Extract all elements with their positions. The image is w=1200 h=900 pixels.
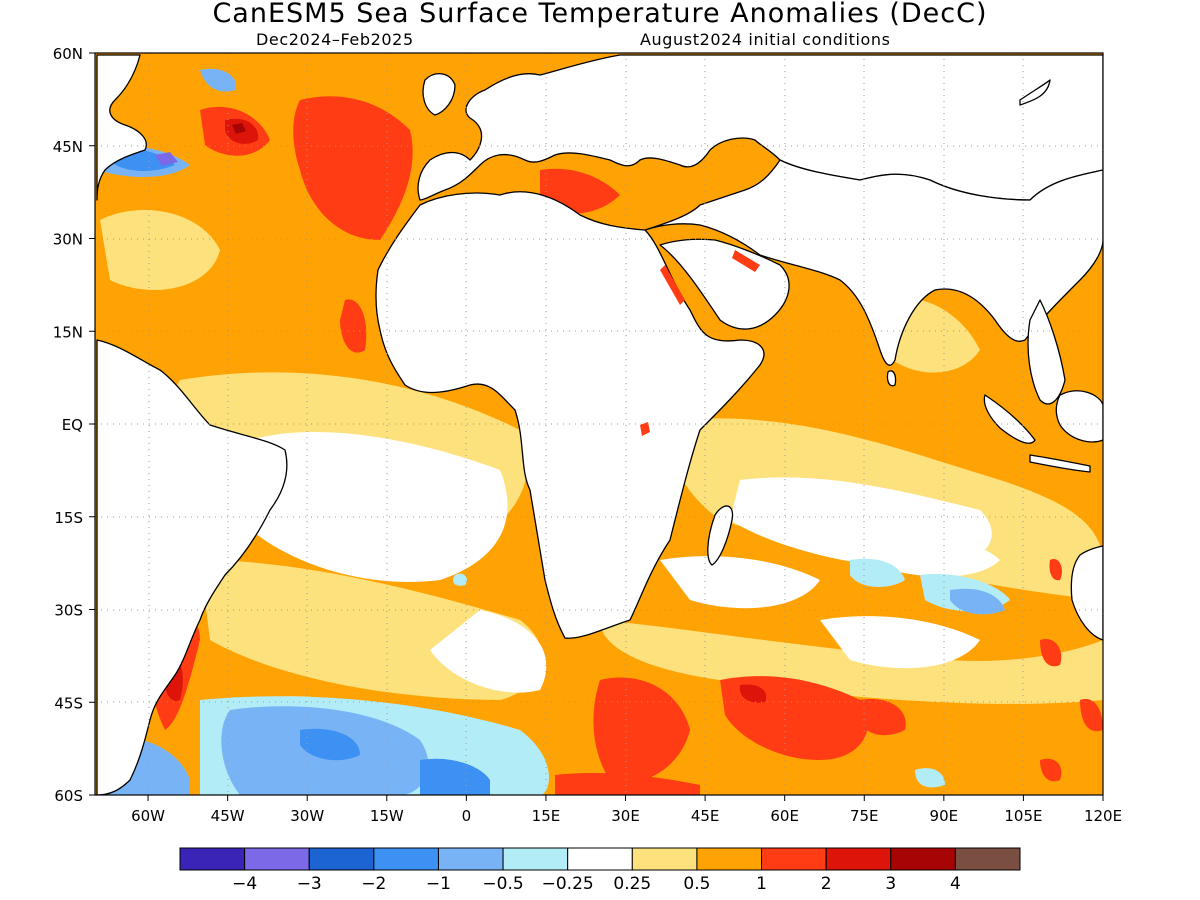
colorbar-label: −3 <box>297 874 322 894</box>
colorbar-label: 4 <box>950 874 961 894</box>
x-tick-label: 120E <box>1084 807 1122 825</box>
colorbar-swatch <box>373 847 439 871</box>
colorbar-label: 3 <box>885 874 896 894</box>
x-tick-label: 45E <box>691 807 720 825</box>
sumatra <box>983 394 1036 444</box>
colorbar-label: 0.25 <box>613 874 651 894</box>
colorbar-swatch <box>825 847 892 871</box>
north-america-landmass <box>96 54 147 201</box>
colorbar-swatch <box>437 847 504 871</box>
colorbar-swatch <box>696 847 763 871</box>
colorbar: −4 −3 −2 −1 −0.5 −0.25 0.25 0.5 1 2 3 4 <box>179 847 1021 894</box>
x-tick-label: 15E <box>532 807 561 825</box>
x-tick-label: 30W <box>290 807 324 825</box>
map-title: CanESM5 Sea Surface Temperature Anomalie… <box>212 0 987 29</box>
sri-lanka <box>886 370 897 387</box>
australia-landmass <box>1070 545 1103 641</box>
colorbar-label: −0.25 <box>542 874 594 894</box>
coastal-anomaly-patches <box>640 250 760 436</box>
anomaly-min-region <box>155 152 178 166</box>
java <box>1029 454 1091 473</box>
asia-landmass <box>644 159 1103 366</box>
y-tick-label: EQ <box>62 416 83 434</box>
y-tick-label: 30S <box>54 602 83 620</box>
borneo <box>1055 390 1103 443</box>
colorbar-label: 0.5 <box>683 874 710 894</box>
colorbar-swatch <box>890 847 956 871</box>
y-tick-label: 30N <box>53 231 83 249</box>
subtitle-season: Dec2024–Feb2025 <box>256 30 414 49</box>
x-tick-label: 15W <box>370 807 404 825</box>
colorbar-swatch <box>502 847 569 871</box>
x-tick-label: 45W <box>211 807 245 825</box>
colorbar-label: 1 <box>756 874 767 894</box>
subtitle-initial-conditions: August2024 initial conditions <box>640 30 891 49</box>
x-axis-ticks: 60W 45W 30W 15W 0 15E 30E 45E 60E 75E 90E 105E 120E <box>131 795 1122 825</box>
colorbar-swatch <box>567 847 633 871</box>
x-tick-label: 60W <box>131 807 165 825</box>
y-tick-label: 60S <box>54 787 83 805</box>
colorbar-swatch <box>308 847 375 871</box>
colorbar-swatch <box>954 847 1021 871</box>
south-america-landmass <box>96 339 288 795</box>
x-tick-label: 105E <box>1004 807 1042 825</box>
colorbar-swatch <box>631 847 698 871</box>
colorbar-label: −1 <box>426 874 451 894</box>
map-panel <box>95 53 1103 795</box>
x-tick-label: 60E <box>770 807 799 825</box>
y-tick-label: 45N <box>53 138 83 156</box>
x-tick-label: 75E <box>850 807 879 825</box>
y-tick-label: 15N <box>53 323 83 341</box>
y-axis-ticks: 60N 45N 30N 15N EQ 15S 30S 45S 60S <box>53 45 95 805</box>
x-tick-label: 0 <box>462 807 472 825</box>
africa-landmass <box>375 191 765 639</box>
y-tick-label: 45S <box>54 694 83 712</box>
colorbar-swatch <box>179 847 246 871</box>
y-tick-label: 60N <box>53 45 83 63</box>
sakhalin <box>1019 79 1051 106</box>
y-tick-label: 15S <box>54 509 83 527</box>
madagascar <box>707 505 734 566</box>
indochina <box>1027 299 1066 405</box>
lat-lon-grid <box>95 53 1103 795</box>
arabian-peninsula <box>659 238 790 330</box>
anomaly-max-region <box>232 123 246 134</box>
colorbar-label: −0.5 <box>482 874 523 894</box>
continents <box>96 54 1103 795</box>
colorbar-swatch <box>244 847 310 871</box>
colorbar-label: −2 <box>361 874 386 894</box>
british-isles <box>422 73 456 116</box>
colorbar-label: 2 <box>821 874 832 894</box>
colorbar-label: −4 <box>232 874 257 894</box>
colorbar-swatch <box>761 847 827 871</box>
x-tick-label: 90E <box>930 807 959 825</box>
x-tick-label: 30E <box>611 807 640 825</box>
